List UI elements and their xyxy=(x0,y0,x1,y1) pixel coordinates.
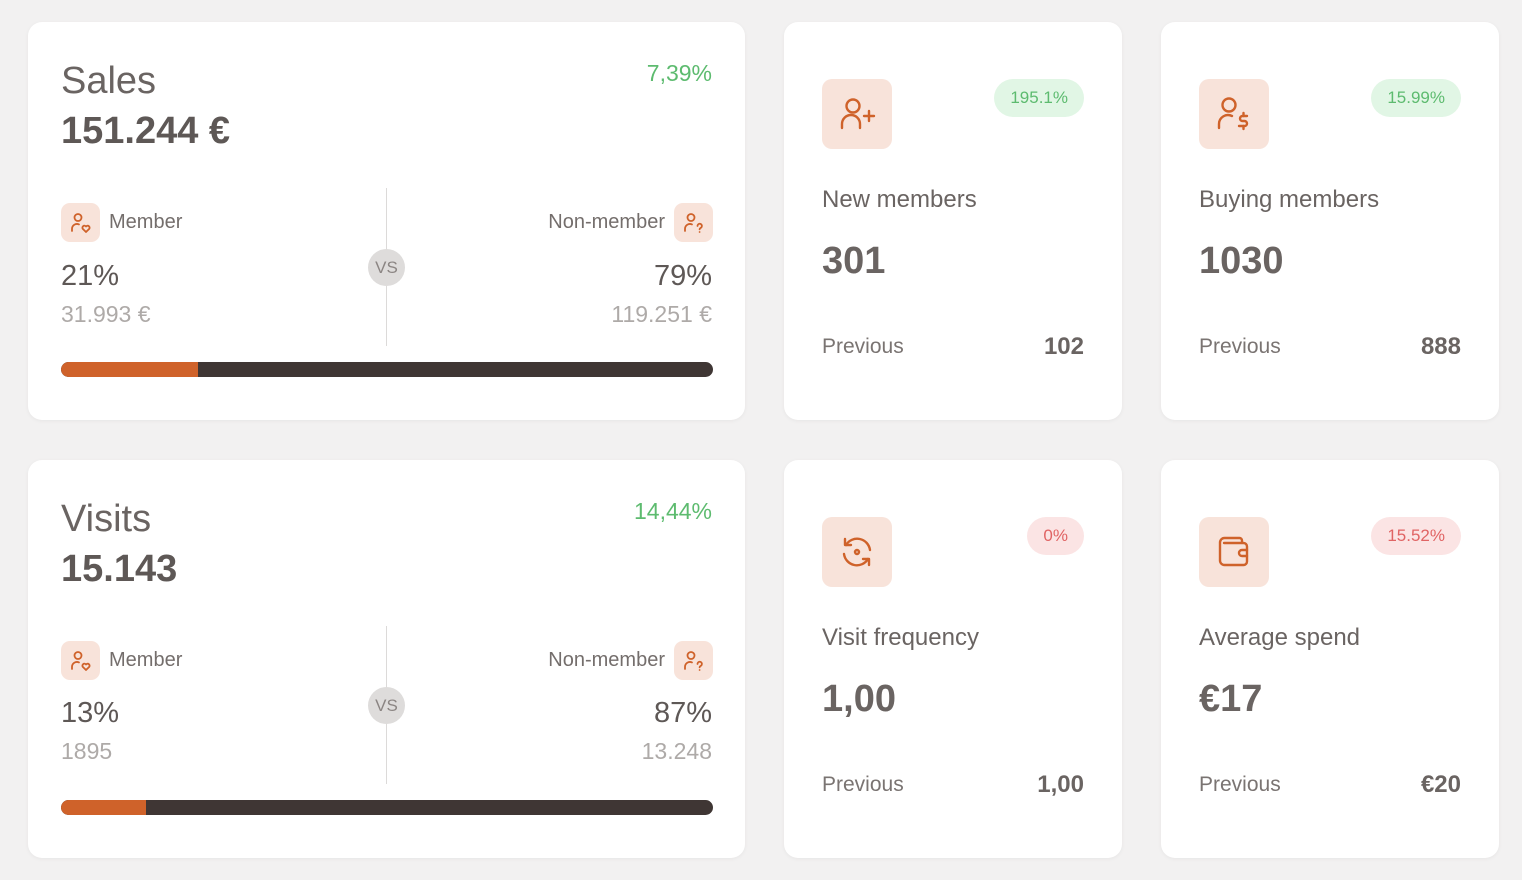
visits-member-pct: 13% xyxy=(61,697,120,729)
visits-non-member-label: Non-member xyxy=(548,649,665,671)
sales-card: Sales 151.244 € 7,39% Member 21% 31.993 … xyxy=(28,22,745,420)
visits-card: Visits 15.143 14,44% Member 13% 1895 VS … xyxy=(28,460,745,858)
user-question-icon xyxy=(674,641,713,680)
wallet-icon xyxy=(1199,517,1269,587)
new-members-card: 195.1% New members 301 Previous 102 xyxy=(784,22,1122,420)
visits-non-member-value: 13.248 xyxy=(641,738,712,764)
visits-share-bar xyxy=(61,800,713,815)
average-spend-label: Average spend xyxy=(1199,624,1361,651)
sales-member-pct: 21% xyxy=(61,260,120,292)
buying-members-previous-label: Previous xyxy=(1199,335,1281,358)
buying-members-badge: 15.99% xyxy=(1371,79,1461,117)
visit-frequency-value: 1,00 xyxy=(822,678,896,720)
buying-members-value: 1030 xyxy=(1199,240,1284,282)
sales-member-label: Member xyxy=(109,211,183,233)
sales-non-member-pct: 79% xyxy=(653,260,712,292)
visits-member-value: 1895 xyxy=(61,738,113,764)
new-members-label: New members xyxy=(822,186,977,213)
visit-frequency-previous-label: Previous xyxy=(822,773,904,796)
visit-frequency-badge: 0% xyxy=(1027,517,1084,555)
user-plus-icon xyxy=(822,79,892,149)
user-heart-icon xyxy=(61,203,100,242)
average-spend-previous-value: €20 xyxy=(1420,771,1461,798)
average-spend-card: 15.52% Average spend €17 Previous €20 xyxy=(1161,460,1499,858)
visit-frequency-label: Visit frequency xyxy=(822,624,979,651)
buying-members-label: Buying members xyxy=(1199,186,1380,213)
visits-vs-badge: VS xyxy=(368,687,405,724)
sales-share-bar xyxy=(61,362,713,377)
average-spend-badge: 15.52% xyxy=(1371,517,1461,555)
visits-member-share-fill xyxy=(61,800,146,815)
visits-title: Visits xyxy=(61,498,152,540)
average-spend-value: €17 xyxy=(1199,678,1263,720)
buying-members-previous-value: 888 xyxy=(1420,333,1461,360)
visits-total: 15.143 xyxy=(61,548,178,590)
sales-total: 151.244 € xyxy=(61,110,231,152)
sales-title: Sales xyxy=(61,60,157,102)
refresh-icon xyxy=(822,517,892,587)
new-members-previous-value: 102 xyxy=(1043,333,1084,360)
visit-frequency-card: 0% Visit frequency 1,00 Previous 1,00 xyxy=(784,460,1122,858)
visits-non-member-pct: 87% xyxy=(653,697,712,729)
new-members-previous-label: Previous xyxy=(822,335,904,358)
visits-change: 14,44% xyxy=(633,498,712,524)
user-heart-icon xyxy=(61,641,100,680)
visits-member-label: Member xyxy=(109,649,183,671)
sales-member-share-fill xyxy=(61,362,198,377)
sales-member-value: 31.993 € xyxy=(61,301,151,327)
sales-vs-badge: VS xyxy=(368,249,405,286)
average-spend-previous-label: Previous xyxy=(1199,773,1281,796)
sales-non-member-value: 119.251 € xyxy=(611,301,712,327)
sales-change: 7,39% xyxy=(646,60,712,86)
buying-members-card: 15.99% Buying members 1030 Previous 888 xyxy=(1161,22,1499,420)
visit-frequency-previous-value: 1,00 xyxy=(1037,771,1084,798)
new-members-value: 301 xyxy=(822,240,886,282)
user-question-icon xyxy=(674,203,713,242)
user-dollar-icon xyxy=(1199,79,1269,149)
sales-non-member-label: Non-member xyxy=(548,211,665,233)
new-members-badge: 195.1% xyxy=(994,79,1084,117)
